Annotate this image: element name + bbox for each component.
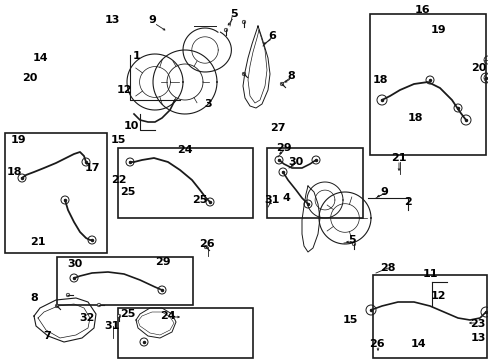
Text: 26: 26	[199, 239, 214, 249]
Circle shape	[97, 303, 101, 307]
Bar	[266, 148, 362, 218]
Text: 28: 28	[380, 263, 395, 273]
Text: 25: 25	[192, 195, 207, 205]
Text: 7: 7	[43, 331, 51, 341]
Bar	[118, 148, 252, 218]
Text: 20: 20	[470, 63, 486, 73]
Text: 20: 20	[22, 73, 38, 83]
Text: 30: 30	[288, 157, 303, 167]
Text: 21: 21	[390, 153, 406, 163]
Text: 5: 5	[347, 235, 355, 245]
Circle shape	[66, 293, 70, 297]
Text: 14: 14	[32, 53, 48, 63]
Text: 25: 25	[120, 309, 135, 319]
Bar	[5, 133, 107, 253]
Text: 26: 26	[368, 339, 384, 349]
Text: 30: 30	[67, 259, 82, 269]
Text: 13: 13	[104, 15, 120, 25]
Text: 25: 25	[120, 187, 135, 197]
Text: 8: 8	[286, 71, 294, 81]
Text: 1: 1	[133, 51, 141, 61]
Text: 31: 31	[264, 195, 279, 205]
Text: 32: 32	[79, 313, 95, 323]
Text: 3: 3	[204, 99, 211, 109]
Text: 9: 9	[148, 15, 156, 25]
Text: 29: 29	[155, 257, 170, 267]
Bar	[57, 257, 193, 305]
Circle shape	[55, 304, 59, 308]
Bar	[372, 275, 486, 358]
Text: 4: 4	[282, 193, 289, 203]
Text: 2: 2	[403, 197, 411, 207]
Text: 21: 21	[30, 237, 46, 247]
Circle shape	[117, 314, 121, 318]
Text: 24: 24	[160, 311, 176, 321]
Circle shape	[224, 28, 227, 32]
Text: 27: 27	[270, 123, 285, 133]
Text: 6: 6	[267, 31, 275, 41]
Text: 23: 23	[469, 319, 485, 329]
Text: 8: 8	[30, 293, 38, 303]
Bar	[118, 308, 252, 358]
Circle shape	[351, 242, 355, 246]
Text: 12: 12	[429, 291, 445, 301]
Text: 31: 31	[104, 321, 120, 331]
Text: 13: 13	[469, 333, 485, 343]
Circle shape	[280, 82, 283, 86]
Text: 16: 16	[413, 5, 429, 15]
Text: 14: 14	[409, 339, 425, 349]
Text: 17: 17	[84, 163, 100, 173]
Bar	[369, 14, 485, 155]
Text: 19: 19	[429, 25, 445, 35]
Text: 9: 9	[379, 187, 387, 197]
Text: 10: 10	[123, 121, 139, 131]
Circle shape	[204, 245, 207, 249]
Text: 18: 18	[407, 113, 422, 123]
Circle shape	[242, 72, 245, 76]
Text: 5: 5	[230, 9, 237, 19]
Text: 12: 12	[116, 85, 131, 95]
Text: 29: 29	[276, 143, 291, 153]
Text: 15: 15	[342, 315, 357, 325]
Circle shape	[242, 20, 245, 24]
Text: 15: 15	[110, 135, 125, 145]
Text: 18: 18	[371, 75, 387, 85]
Text: 19: 19	[11, 135, 27, 145]
Text: 24: 24	[177, 145, 192, 155]
Text: 22: 22	[111, 175, 126, 185]
Text: 11: 11	[421, 269, 437, 279]
Text: 18: 18	[6, 167, 21, 177]
